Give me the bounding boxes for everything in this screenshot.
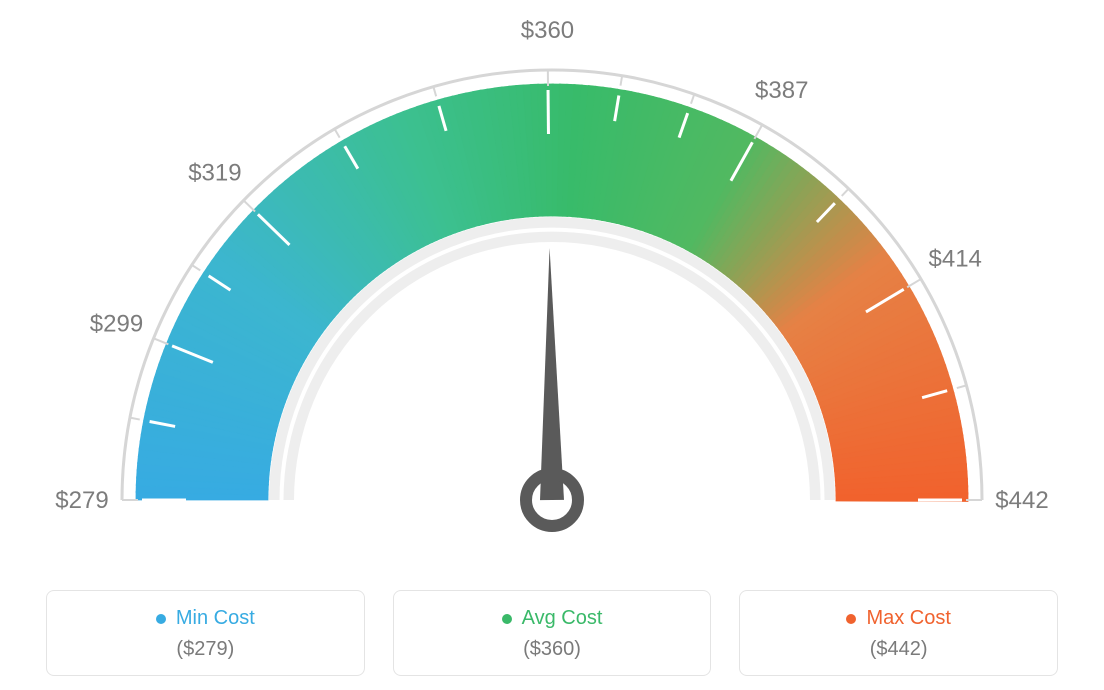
scale-tick bbox=[842, 189, 849, 196]
scale-tick bbox=[192, 265, 200, 270]
scale-tick bbox=[907, 279, 921, 287]
tick-label: $414 bbox=[929, 245, 982, 272]
legend-value: ($360) bbox=[394, 638, 711, 661]
legend-row: Min Cost ($279) Avg Cost ($360) Max Cost ($44… bbox=[0, 590, 1104, 676]
legend-title: Min Cost bbox=[156, 607, 255, 630]
legend-title-text: Max Cost bbox=[866, 607, 950, 630]
legend-dot-icon bbox=[502, 614, 512, 624]
legend-value: ($279) bbox=[47, 638, 364, 661]
legend-title: Avg Cost bbox=[502, 607, 603, 630]
scale-tick bbox=[130, 418, 140, 420]
legend-dot-icon bbox=[156, 614, 166, 624]
legend-dot-icon bbox=[846, 614, 856, 624]
legend-card-avg: Avg Cost ($360) bbox=[393, 590, 712, 676]
scale-tick bbox=[754, 125, 762, 139]
gauge-svg: $279 $299 $319 $360 $387 $414 $442 bbox=[0, 0, 1104, 560]
scale-tick bbox=[244, 200, 255, 211]
scale-tick bbox=[335, 129, 340, 138]
legend-title-text: Min Cost bbox=[176, 607, 255, 630]
tick-label: $442 bbox=[995, 487, 1048, 514]
legend-card-max: Max Cost ($442) bbox=[739, 590, 1058, 676]
scale-tick bbox=[957, 385, 967, 388]
scale-tick bbox=[154, 338, 169, 344]
gauge-needle bbox=[540, 248, 564, 500]
scale-tick bbox=[433, 87, 436, 97]
legend-value: ($442) bbox=[740, 638, 1057, 661]
gauge-chart: $279 $299 $319 $360 $387 $414 $442 bbox=[0, 0, 1104, 560]
tick-label: $279 bbox=[55, 487, 108, 514]
legend-title: Max Cost bbox=[846, 607, 950, 630]
tick-label: $360 bbox=[521, 17, 574, 44]
scale-tick bbox=[620, 76, 622, 86]
tick-label: $299 bbox=[90, 310, 143, 337]
scale-tick bbox=[691, 94, 694, 103]
tick-label: $319 bbox=[188, 159, 241, 186]
legend-title-text: Avg Cost bbox=[522, 607, 603, 630]
legend-card-min: Min Cost ($279) bbox=[46, 590, 365, 676]
tick-label: $387 bbox=[755, 77, 808, 104]
